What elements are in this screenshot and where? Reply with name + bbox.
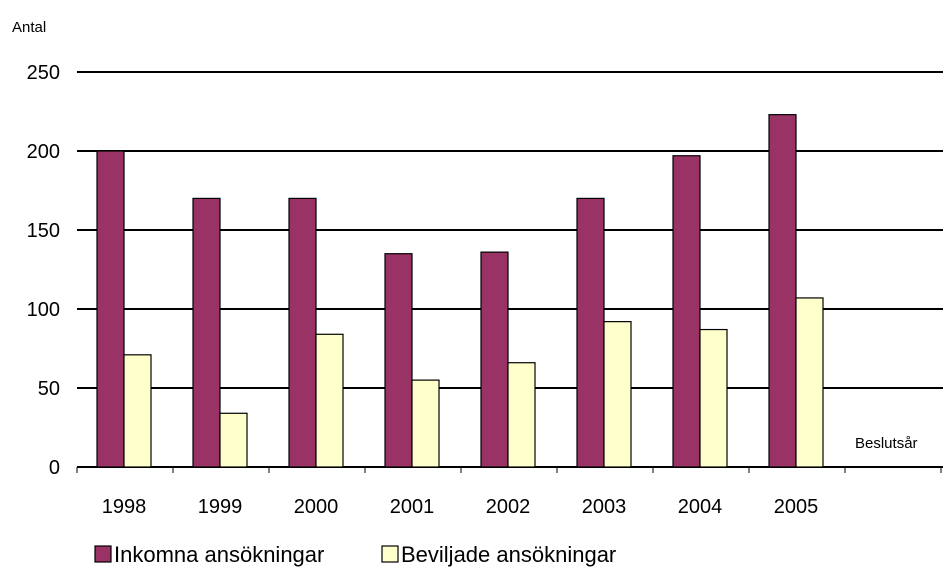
legend-swatch — [94, 545, 112, 563]
x-tick-label: 2004 — [678, 496, 723, 518]
bar-beviljade-2003 — [603, 321, 632, 468]
bar-beviljade-2005 — [795, 297, 824, 468]
legend: Inkomna ansökningar Beviljade ansökningar — [94, 542, 616, 567]
bar-inkomna-2000 — [288, 197, 317, 468]
bar-beviljade-1998 — [123, 354, 152, 468]
y-axis-title: Antal — [12, 19, 46, 36]
bar-beviljade-2004 — [699, 328, 728, 468]
x-tick-label: 2002 — [486, 496, 531, 518]
x-tick-label: 2003 — [582, 496, 627, 518]
x-tick-label: 2000 — [294, 496, 339, 518]
x-tick-label: 2001 — [390, 496, 435, 518]
y-tick-label: 150 — [27, 220, 60, 242]
bar-inkomna-2004 — [672, 155, 701, 468]
x-axis: 1998 1999 2000 2001 2002 2003 2004 2005 — [76, 467, 942, 518]
bar-beviljade-2001 — [411, 379, 440, 468]
x-tick-label: 2005 — [774, 496, 819, 518]
legend-swatch — [381, 545, 399, 563]
bar-inkomna-2002 — [480, 251, 509, 468]
y-tick-labels: 0 50 100 150 200 250 — [27, 62, 60, 479]
bar-beviljade-1999 — [219, 412, 248, 468]
y-tick-label: 250 — [27, 62, 60, 84]
y-tick-label: 50 — [38, 378, 60, 400]
x-tick-label: 1999 — [198, 496, 243, 518]
x-axis-title: Beslutsår — [855, 435, 918, 452]
bar-inkomna-2001 — [384, 253, 413, 468]
x-tick-label: 1998 — [102, 496, 147, 518]
bar-inkomna-2003 — [576, 197, 605, 468]
legend-label: Inkomna ansökningar — [114, 542, 324, 567]
bar-beviljade-2002 — [507, 362, 536, 468]
legend-label: Beviljade ansökningar — [401, 542, 616, 567]
y-tick-label: 100 — [27, 299, 60, 321]
bar-beviljade-2000 — [315, 333, 344, 468]
bar-inkomna-2005 — [768, 114, 797, 468]
bar-inkomna-1999 — [192, 197, 221, 468]
bar-inkomna-1998 — [96, 150, 125, 468]
bars — [96, 114, 824, 468]
y-tick-label: 0 — [49, 457, 60, 479]
y-tick-label: 200 — [27, 141, 60, 163]
